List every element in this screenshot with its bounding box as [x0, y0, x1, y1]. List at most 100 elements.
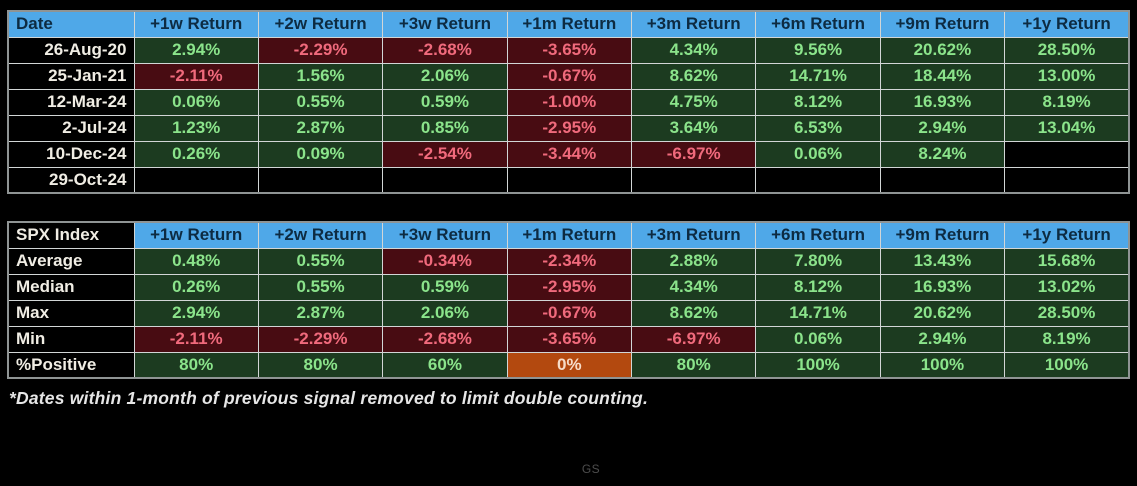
watermark-gs: GS [581, 462, 601, 476]
column-header: +1w Return [133, 221, 259, 249]
return-value-cell [133, 166, 259, 194]
return-value-cell: 0.06% [755, 325, 881, 353]
return-value-cell: -2.68% [382, 36, 508, 64]
return-value-cell: 4.75% [630, 88, 757, 116]
return-value-cell: -0.67% [506, 62, 633, 90]
return-value-cell: 100% [1004, 351, 1130, 379]
return-value-cell: 100% [879, 351, 1006, 379]
return-value-cell: 2.94% [133, 299, 259, 327]
return-value-cell: -2.11% [133, 325, 259, 353]
return-value-cell: 8.19% [1004, 88, 1130, 116]
column-header: +1m Return [506, 10, 633, 38]
return-value-cell: 28.50% [1004, 36, 1130, 64]
return-value-cell: 60% [382, 351, 508, 379]
return-value-cell [257, 166, 384, 194]
return-value-cell: -6.97% [630, 325, 757, 353]
return-value-cell: -0.67% [506, 299, 633, 327]
return-value-cell: 9.56% [755, 36, 881, 64]
column-header: +3m Return [630, 221, 757, 249]
return-value-cell: 0.55% [257, 273, 384, 301]
return-value-cell [1004, 140, 1130, 168]
return-value-cell: 4.34% [630, 36, 757, 64]
return-value-cell: -2.29% [257, 325, 384, 353]
return-value-cell: 8.62% [630, 62, 757, 90]
returns-table-panel: Date +1w Return +2w Return +3w Return +1m Re… [7, 10, 1131, 409]
return-value-cell: 2.87% [257, 114, 384, 142]
table-row: 10-Dec-24 0.26% 0.09% -2.54% -3.44% -6.97% 0.0… [7, 140, 1130, 168]
return-value-cell: -3.44% [506, 140, 633, 168]
return-value-cell: 0.26% [133, 273, 259, 301]
signal-returns-table: Date +1w Return +2w Return +3w Return +1m Re… [7, 10, 1130, 194]
table-row: Average 0.48% 0.55% -0.34% -2.34% 2.88% 7.80% 1… [7, 247, 1130, 275]
return-value-cell: 20.62% [879, 36, 1006, 64]
return-value-cell: 0% [506, 351, 633, 379]
return-value-cell: 15.68% [1004, 247, 1130, 275]
return-value-cell: -2.34% [506, 247, 633, 275]
column-header: +9m Return [879, 221, 1006, 249]
return-value-cell: -3.65% [506, 36, 633, 64]
column-header: +1w Return [133, 10, 259, 38]
return-value-cell: 14.71% [755, 299, 881, 327]
return-value-cell [879, 166, 1006, 194]
return-value-cell: -2.54% [382, 140, 508, 168]
return-value-cell: -2.11% [133, 62, 259, 90]
table-row: Max 2.94% 2.87% 2.06% -0.67% 8.62% 14.71% 20.62… [7, 299, 1130, 327]
return-value-cell: 8.19% [1004, 325, 1130, 353]
return-value-cell [755, 166, 881, 194]
return-value-cell: 7.80% [755, 247, 881, 275]
return-value-cell: 2.06% [382, 299, 508, 327]
column-header: SPX Index [7, 221, 135, 249]
return-value-cell [630, 166, 757, 194]
column-header: Date [7, 10, 135, 38]
return-value-cell: 0.59% [382, 88, 508, 116]
return-value-cell [506, 166, 633, 194]
row-label: Median [7, 273, 135, 301]
column-header: +6m Return [755, 221, 881, 249]
return-value-cell: 2.94% [879, 114, 1006, 142]
table-row: 26-Aug-20 2.94% -2.29% -2.68% -3.65% 4.34% 9.5… [7, 36, 1130, 64]
row-label: Max [7, 299, 135, 327]
return-value-cell: 0.85% [382, 114, 508, 142]
return-value-cell: 4.34% [630, 273, 757, 301]
return-value-cell: 0.06% [755, 140, 881, 168]
return-value-cell: -2.68% [382, 325, 508, 353]
return-value-cell: 0.26% [133, 140, 259, 168]
header-row: SPX Index +1w Return +2w Return +3w Return +… [7, 221, 1130, 249]
table-gap [7, 194, 1131, 221]
return-value-cell: 80% [133, 351, 259, 379]
row-label: 10-Dec-24 [7, 140, 135, 168]
table-row: 12-Mar-24 0.06% 0.55% 0.59% -1.00% 4.75% 8.12%… [7, 88, 1130, 116]
return-value-cell: 100% [755, 351, 881, 379]
row-label: 29-Oct-24 [7, 166, 135, 194]
row-label: Min [7, 325, 135, 353]
return-value-cell: 0.59% [382, 273, 508, 301]
return-value-cell: 2.94% [879, 325, 1006, 353]
return-value-cell: 20.62% [879, 299, 1006, 327]
return-value-cell: 2.87% [257, 299, 384, 327]
column-header: +3m Return [630, 10, 757, 38]
row-label: Average [7, 247, 135, 275]
return-value-cell: -2.29% [257, 36, 384, 64]
return-value-cell: 1.56% [257, 62, 384, 90]
return-value-cell: 0.55% [257, 247, 384, 275]
return-value-cell: 2.94% [133, 36, 259, 64]
return-value-cell: 3.64% [630, 114, 757, 142]
table-row: 2-Jul-24 1.23% 2.87% 0.85% -2.95% 3.64% 6.53% 2… [7, 114, 1130, 142]
return-value-cell: 2.88% [630, 247, 757, 275]
row-label: 26-Aug-20 [7, 36, 135, 64]
summary-stats-table: SPX Index +1w Return +2w Return +3w Return +… [7, 221, 1130, 379]
table-row: Median 0.26% 0.55% 0.59% -2.95% 4.34% 8.12% 16.… [7, 273, 1130, 301]
return-value-cell: 16.93% [879, 273, 1006, 301]
column-header: +2w Return [257, 10, 384, 38]
footnote: *Dates within 1-month of previous signal… [9, 388, 649, 408]
column-header: +3w Return [382, 10, 508, 38]
return-value-cell: 0.55% [257, 88, 384, 116]
table-row: 29-Oct-24 [7, 166, 1130, 194]
return-value-cell: -2.95% [506, 273, 633, 301]
column-header: +6m Return [755, 10, 881, 38]
return-value-cell: 0.48% [133, 247, 259, 275]
return-value-cell: -3.65% [506, 325, 633, 353]
return-value-cell [1004, 166, 1130, 194]
row-label: %Positive [7, 351, 135, 379]
return-value-cell: 18.44% [879, 62, 1006, 90]
